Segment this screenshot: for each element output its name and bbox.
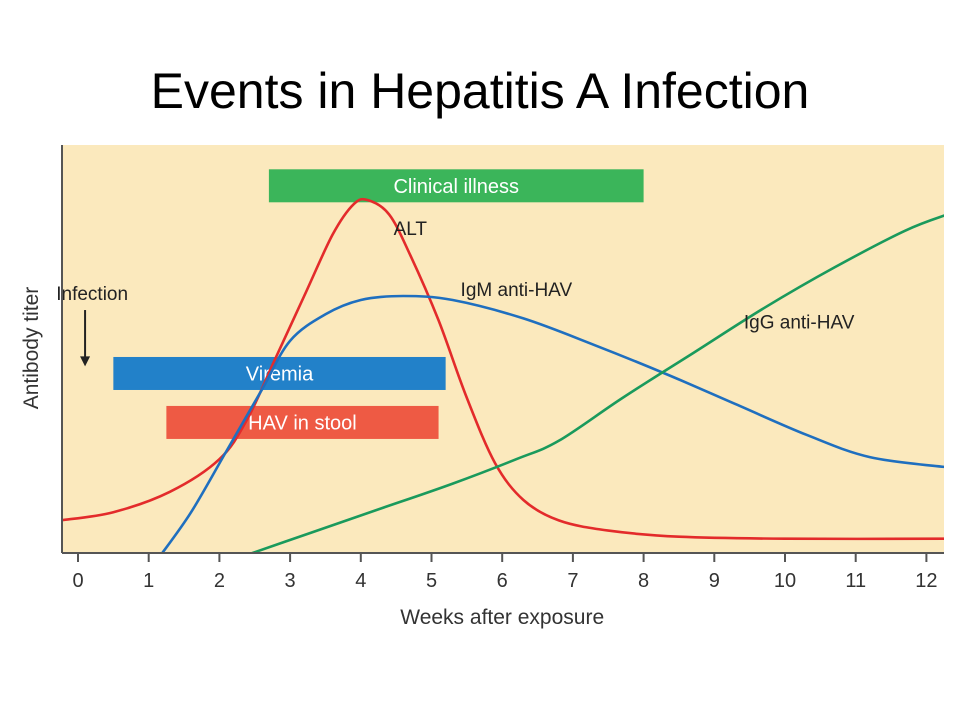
- alt-annotation: ALT: [394, 219, 428, 240]
- series-lines: [62, 197, 944, 553]
- igm-anti-hav-annotation: IgM anti-HAV: [461, 280, 573, 301]
- igm-anti-hav-line: [160, 294, 944, 553]
- x-tick-label-7: 7: [567, 570, 578, 592]
- infection-annotation: Infection: [56, 284, 128, 305]
- infection-arrow-head: [80, 356, 91, 367]
- igg-anti-hav-line: [248, 214, 944, 553]
- plot-background: [62, 145, 944, 553]
- x-tick-label-1: 1: [143, 570, 154, 592]
- clinical-illness-bar: [268, 169, 644, 203]
- x-tick-label-6: 6: [497, 570, 508, 592]
- x-tick-label-10: 10: [774, 570, 796, 592]
- clinical-illness-bar-label: Clinical illness: [393, 176, 519, 198]
- x-tick-label-12: 12: [915, 570, 937, 592]
- x-ticks: 0 1 2 3 4 5 6 7 8 9 10 11 12: [72, 553, 938, 592]
- x-tick-label-0: 0: [72, 570, 83, 592]
- viremia-bar-label: Viremia: [246, 363, 314, 385]
- x-tick-label-8: 8: [638, 570, 649, 592]
- hav-in-stool-bar-label: HAV in stool: [248, 412, 357, 434]
- x-axis-label: Weeks after exposure: [400, 606, 604, 629]
- x-tick-label-4: 4: [355, 570, 366, 592]
- viremia-bar: [113, 356, 446, 390]
- page-title: Events in Hepatitis A Infection: [150, 63, 810, 119]
- x-tick-label-3: 3: [285, 570, 296, 592]
- alt-line: [62, 197, 944, 541]
- x-tick-label-9: 9: [709, 570, 720, 592]
- y-axis-label: Antibody titer: [20, 287, 43, 410]
- x-tick-label-11: 11: [845, 570, 866, 592]
- event-bars: Clinical illness Viremia HAV in stool: [113, 169, 644, 439]
- annotations: Infection ALT IgM anti-HAV IgG anti-HAV: [56, 219, 855, 367]
- x-tick-label-5: 5: [426, 570, 437, 592]
- x-tick-label-2: 2: [214, 570, 225, 592]
- hav-in-stool-bar: [166, 405, 439, 439]
- igg-anti-hav-annotation: IgG anti-HAV: [744, 313, 855, 334]
